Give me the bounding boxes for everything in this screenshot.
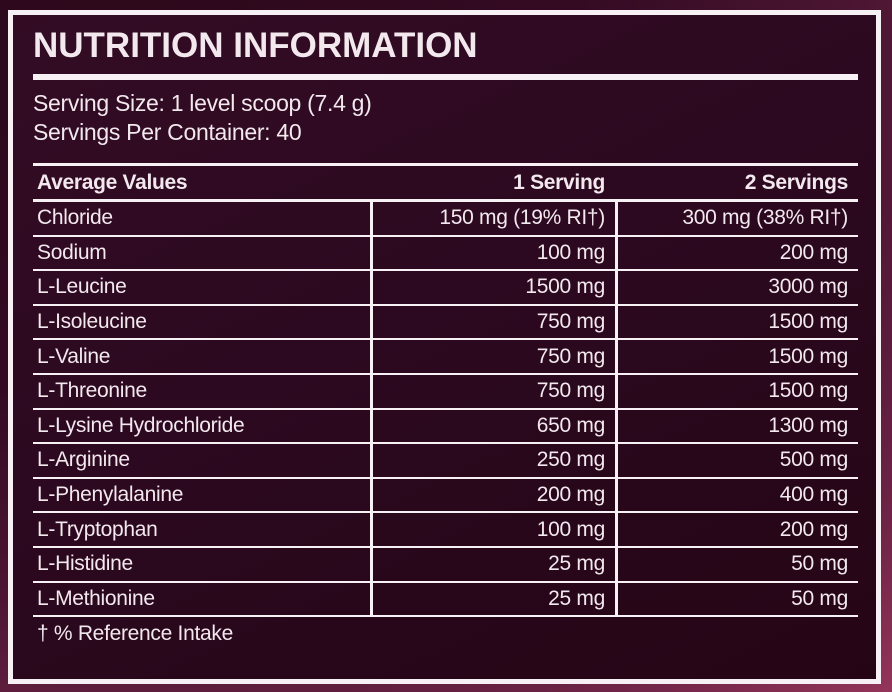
table-row: Chloride 150 mg (19% RI†) 300 mg (38% RI… bbox=[33, 202, 858, 237]
serving2-value: 1500 mg bbox=[615, 340, 858, 373]
table-row: L-Leucine 1500 mg 3000 mg bbox=[33, 271, 858, 306]
serving2-value: 3000 mg bbox=[615, 271, 858, 304]
serving1-value: 650 mg bbox=[370, 409, 615, 443]
nutrient-name: L-Leucine bbox=[37, 275, 127, 299]
nutrient-name: Chloride bbox=[37, 206, 113, 230]
serving2-value: 1500 mg bbox=[615, 305, 858, 339]
reference-intake-footnote: † % Reference Intake bbox=[37, 621, 233, 645]
serving-size-text: Serving Size: 1 level scoop (7.4 g) bbox=[33, 90, 372, 116]
table-row: L-Isoleucine 750 mg 1500 mg bbox=[33, 305, 858, 341]
serving1-value: 250 mg bbox=[370, 444, 615, 477]
table-row: Sodium 100 mg 200 mg bbox=[33, 236, 858, 272]
serving1-value: 100 mg bbox=[370, 513, 615, 546]
serving2-value: 200 mg bbox=[615, 513, 858, 546]
serving1-value: 200 mg bbox=[370, 478, 615, 512]
title-underline bbox=[33, 74, 858, 80]
serving2-value: 50 mg bbox=[615, 547, 858, 581]
table-row: L-Tryptophan 100 mg 200 mg bbox=[33, 513, 858, 548]
table-row: L-Arginine 250 mg 500 mg bbox=[33, 444, 858, 479]
serving1-value: 25 mg bbox=[370, 582, 615, 616]
label-content: NUTRITION INFORMATION Serving Size: 1 le… bbox=[13, 15, 876, 650]
table-row: L-Threonine 750 mg 1500 mg bbox=[33, 374, 858, 410]
column-header-2-servings: 2 Servings bbox=[744, 170, 849, 194]
serving1-value: 25 mg bbox=[370, 547, 615, 581]
serving2-value: 500 mg bbox=[615, 444, 858, 477]
serving1-value: 750 mg bbox=[370, 374, 615, 408]
table-row: L-Methionine 25 mg 50 mg bbox=[33, 582, 858, 618]
nutrient-name: L-Methionine bbox=[37, 586, 155, 610]
label-frame: NUTRITION INFORMATION Serving Size: 1 le… bbox=[8, 10, 881, 684]
serving2-value: 1300 mg bbox=[615, 409, 858, 443]
nutrient-name: L-Arginine bbox=[37, 448, 130, 472]
serving2-value: 50 mg bbox=[615, 582, 858, 616]
serving1-value: 1500 mg bbox=[370, 271, 615, 304]
table-row: L-Phenylalanine 200 mg 400 mg bbox=[33, 478, 858, 514]
serving1-value: 750 mg bbox=[370, 305, 615, 339]
nutrient-name: L-Phenylalanine bbox=[37, 483, 184, 507]
serving1-value: 100 mg bbox=[370, 236, 615, 270]
column-header-1-serving: 1 Serving bbox=[513, 170, 605, 194]
nutrient-name: L-Valine bbox=[37, 344, 111, 368]
nutrient-name: Sodium bbox=[37, 240, 107, 264]
column-header-average-values: Average Values bbox=[37, 170, 188, 194]
servings-per-container-text: Servings Per Container: 40 bbox=[33, 119, 302, 145]
serving-info: Serving Size: 1 level scoop (7.4 g) Serv… bbox=[33, 89, 858, 147]
serving2-value: 400 mg bbox=[615, 478, 858, 512]
table-header-row: Average Values 1 Serving 2 Servings bbox=[33, 163, 858, 202]
table-row: L-Histidine 25 mg 50 mg bbox=[33, 547, 858, 583]
serving1-value: 150 mg (19% RI†) bbox=[370, 202, 615, 235]
serving1-value: 750 mg bbox=[370, 340, 615, 373]
table-row: L-Lysine Hydrochloride 650 mg 1300 mg bbox=[33, 409, 858, 445]
table-row: L-Valine 750 mg 1500 mg bbox=[33, 340, 858, 375]
page-title: NUTRITION INFORMATION bbox=[33, 26, 478, 65]
serving2-value: 200 mg bbox=[615, 236, 858, 270]
nutrient-name: L-Lysine Hydrochloride bbox=[37, 413, 245, 437]
nutrient-name: L-Threonine bbox=[37, 379, 147, 403]
serving2-value: 300 mg (38% RI†) bbox=[615, 202, 858, 235]
nutrient-name: L-Isoleucine bbox=[37, 310, 147, 334]
serving2-value: 1500 mg bbox=[615, 374, 858, 408]
nutrient-name: L-Tryptophan bbox=[37, 517, 158, 541]
nutrition-table: Average Values 1 Serving 2 Servings Chlo… bbox=[33, 163, 858, 650]
nutrient-name: L-Histidine bbox=[37, 552, 133, 576]
